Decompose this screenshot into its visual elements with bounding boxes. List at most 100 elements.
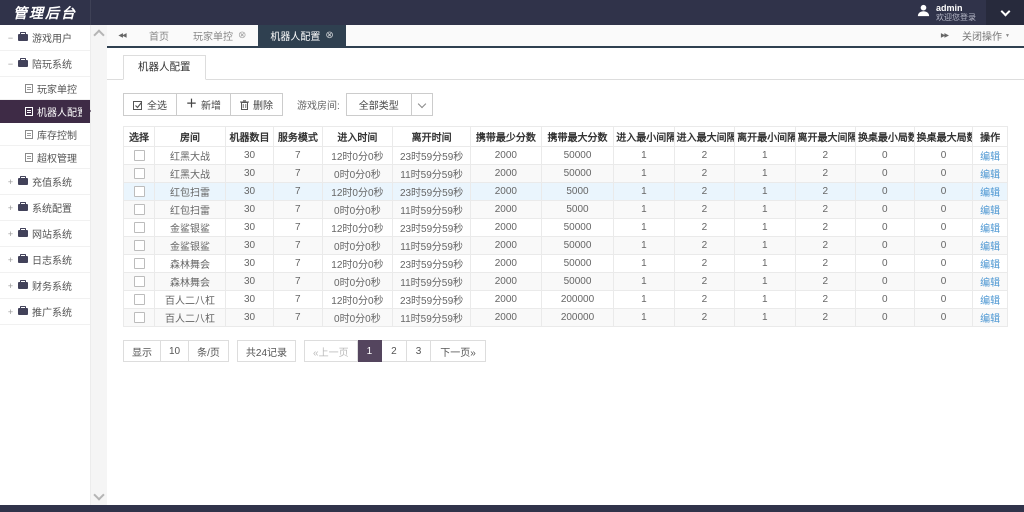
edit-link[interactable]: 编辑 xyxy=(980,242,1001,253)
next-page-button[interactable]: 下一页» xyxy=(431,340,486,362)
row-checkbox[interactable] xyxy=(133,149,145,161)
tabs-scroll-left-icon[interactable]: ◀◀ xyxy=(118,33,126,39)
cell-enter-min: 1 xyxy=(613,308,675,327)
cell-mode: 7 xyxy=(273,254,323,273)
cell-room: 红黑大战 xyxy=(154,164,226,183)
row-checkbox[interactable] xyxy=(133,221,145,233)
sidebar-item[interactable]: + 系统配置 xyxy=(0,195,90,221)
prev-page-button[interactable]: «上一页 xyxy=(304,340,358,362)
cell-max-score: 5000 xyxy=(540,182,615,201)
page-size-select[interactable]: 10 xyxy=(161,340,190,362)
select-all-button[interactable]: 全选 xyxy=(123,93,177,116)
row-select-cell xyxy=(122,254,156,273)
cell-enter: 0时0分0秒 xyxy=(321,236,394,255)
add-button[interactable]: ＋ 新增 xyxy=(177,93,231,116)
cell-mode: 7 xyxy=(273,236,323,255)
sidebar-item[interactable]: 超权管理 xyxy=(0,146,90,169)
expand-toggle-icon[interactable]: + xyxy=(7,280,14,291)
sidebar-item[interactable]: + 日志系统 xyxy=(0,247,90,273)
column-header: 选择 xyxy=(122,126,156,147)
sidebar-item-label: 超权管理 xyxy=(37,153,77,165)
select-all-icon xyxy=(133,100,142,110)
tab[interactable]: 机器人配置 ⊗ xyxy=(258,25,346,46)
cell-mode: 7 xyxy=(273,272,323,291)
expand-toggle-icon[interactable]: + xyxy=(7,306,14,317)
document-icon xyxy=(25,106,33,116)
row-checkbox[interactable] xyxy=(133,167,145,179)
expand-toggle-icon[interactable]: + xyxy=(7,202,14,213)
edit-link[interactable]: 编辑 xyxy=(980,296,1001,307)
close-operations-menu[interactable]: 关闭操作 ▼ xyxy=(962,28,1010,43)
edit-link[interactable]: 编辑 xyxy=(980,224,1001,235)
tab[interactable]: 玩家单控 ⊗ xyxy=(181,25,258,46)
cell-change-min: 0 xyxy=(854,254,915,273)
sidebar-item[interactable]: + 推广系统 xyxy=(0,299,90,325)
row-checkbox[interactable] xyxy=(133,275,145,287)
app-logo: 管理后台 xyxy=(0,0,91,25)
edit-link[interactable]: 编辑 xyxy=(980,170,1001,181)
table-row: 金鲨银鲨 30 7 0时0分0秒 11时59分59秒 2000 50000 1 2 1 2 0 0 编辑 xyxy=(122,236,1008,255)
table-wrap: 选择 房间 机器数目 服务模式 进入时间 离开时间 携带最少分数 携带最大分数 进入最小间隔 进入… xyxy=(122,126,1008,327)
tab[interactable]: 首页 xyxy=(137,25,181,46)
sidebar-item[interactable]: 玩家单控 xyxy=(0,77,90,100)
page-button[interactable]: 2 xyxy=(382,340,407,362)
page-button[interactable]: 1 xyxy=(357,340,383,362)
tab-label: 玩家单控 xyxy=(193,32,233,43)
user-avatar-icon xyxy=(916,3,931,23)
edit-link[interactable]: 编辑 xyxy=(980,206,1001,217)
sidebar-item[interactable]: + 网站系统 xyxy=(0,221,90,247)
cell-max-score: 5000 xyxy=(540,200,615,219)
row-checkbox[interactable] xyxy=(133,311,145,323)
sidebar-item[interactable]: 库存控制 xyxy=(0,123,90,146)
cell-change-max: 0 xyxy=(913,308,974,327)
column-header: 服务模式 xyxy=(273,126,323,147)
cell-max-score: 50000 xyxy=(540,272,615,291)
cell-change-max: 0 xyxy=(913,254,974,273)
chevron-down-icon xyxy=(417,99,427,108)
row-checkbox[interactable] xyxy=(133,293,145,305)
expand-toggle-icon[interactable]: − xyxy=(7,58,14,69)
expand-toggle-icon[interactable]: + xyxy=(7,228,14,239)
edit-link[interactable]: 编辑 xyxy=(980,188,1001,199)
cell-change-max: 0 xyxy=(913,200,974,219)
cell-min-score: 2000 xyxy=(469,308,542,327)
sidebar-item[interactable]: − 陪玩系统 xyxy=(0,51,90,77)
sidebar-item[interactable]: − 游戏用户 xyxy=(0,25,90,51)
page-button[interactable]: 3 xyxy=(406,340,432,362)
sidebar-item[interactable]: + 财务系统 xyxy=(0,273,90,299)
expand-toggle-icon[interactable]: + xyxy=(7,254,14,265)
cell-mode: 7 xyxy=(273,146,323,165)
edit-link[interactable]: 编辑 xyxy=(980,260,1001,271)
sidebar-item[interactable]: + 充值系统 xyxy=(0,169,90,195)
row-select-cell xyxy=(122,236,156,255)
delete-button[interactable]: 删除 xyxy=(231,93,283,116)
cell-change-min: 0 xyxy=(854,308,915,327)
row-select-cell xyxy=(122,218,156,237)
sidebar-item-label: 系统配置 xyxy=(32,204,72,215)
cell-change-max: 0 xyxy=(913,182,974,201)
expand-toggle-icon[interactable]: + xyxy=(7,176,14,187)
cell-leave-max: 2 xyxy=(794,164,856,183)
cell-enter-min: 1 xyxy=(613,236,675,255)
row-actions-cell: 编辑 xyxy=(972,218,1008,237)
user-menu-toggle[interactable] xyxy=(986,0,1024,25)
tabs-scroll-right-icon[interactable]: ▶▶ xyxy=(940,33,949,39)
edit-link[interactable]: 编辑 xyxy=(980,314,1001,325)
cell-leave: 11时59分59秒 xyxy=(392,200,471,219)
edit-link[interactable]: 编辑 xyxy=(980,152,1001,163)
cell-min-score: 2000 xyxy=(469,254,542,273)
panel-tab-robot-config[interactable]: 机器人配置 xyxy=(123,55,206,80)
scroll-up-icon[interactable] xyxy=(93,29,105,41)
tab-close-icon[interactable]: ⊗ xyxy=(238,29,247,41)
tab-close-icon[interactable]: ⊗ xyxy=(325,29,334,41)
row-checkbox[interactable] xyxy=(133,185,145,197)
column-header: 携带最少分数 xyxy=(469,126,542,147)
edit-link[interactable]: 编辑 xyxy=(980,278,1001,289)
sidebar-item[interactable]: 机器人配置 xyxy=(0,100,90,123)
room-type-select[interactable]: 全部类型 xyxy=(345,93,433,116)
row-checkbox[interactable] xyxy=(133,239,145,251)
scroll-down-icon[interactable] xyxy=(93,489,105,501)
row-checkbox[interactable] xyxy=(133,203,145,215)
row-checkbox[interactable] xyxy=(133,257,145,269)
expand-toggle-icon[interactable]: − xyxy=(7,32,14,43)
